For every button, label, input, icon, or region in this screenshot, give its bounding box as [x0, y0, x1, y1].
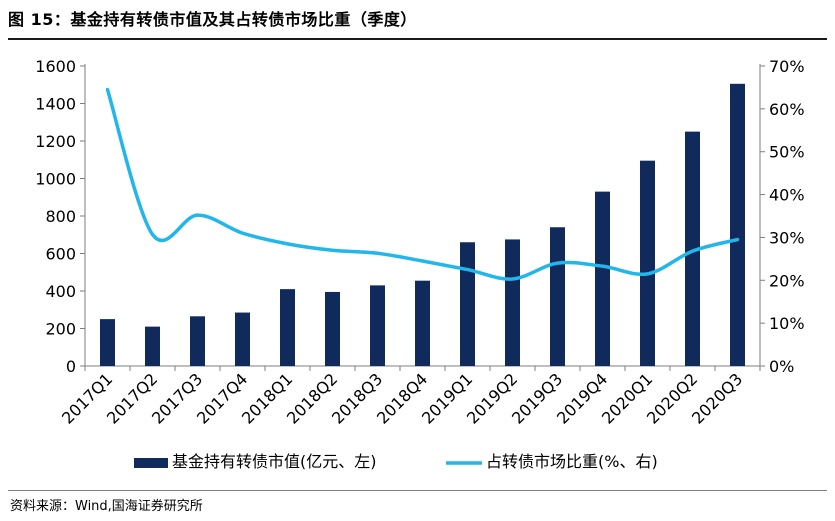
bar: [460, 242, 475, 366]
bar: [370, 285, 385, 366]
y-left-tick-label: 1000: [35, 170, 76, 189]
bar: [325, 291, 340, 366]
title-divider: [8, 38, 827, 40]
chart-title: 图 15：基金持有转债市值及其占转债市场比重（季度）: [8, 10, 417, 29]
share-line: [105, 87, 740, 281]
source-note: 资料来源：Wind,国海证券研究所: [10, 499, 203, 514]
y-left-tick-label: 1400: [35, 95, 76, 114]
y-left-tick-label: 200: [45, 320, 76, 339]
y-right-tick-label: 60%: [769, 100, 805, 119]
source-divider: [8, 490, 827, 491]
y-right-tick-label: 50%: [769, 143, 805, 162]
y-right-tick-label: 70%: [769, 57, 805, 76]
bar: [685, 131, 700, 366]
y-right-tick-label: 30%: [769, 228, 805, 247]
legend-line-label: 占转债市场比重(%、右): [486, 452, 658, 471]
y-left-tick-label: 1600: [35, 57, 76, 76]
legend-bar-swatch: [134, 458, 168, 468]
bar: [190, 316, 205, 366]
y-right-tick-label: 10%: [769, 314, 805, 333]
line-series: [105, 87, 740, 281]
bar: [415, 280, 430, 366]
y-right-tick-label: 0%: [769, 357, 794, 376]
y-left-tick-label: 400: [45, 282, 76, 301]
bar: [730, 83, 745, 366]
y-left-tick-label: 1200: [35, 132, 76, 151]
bar: [595, 191, 610, 366]
bar: [235, 312, 250, 366]
y-right-tick-label: 40%: [769, 186, 805, 205]
x-tick-label: 2020Q3: [688, 369, 746, 427]
bar-series: [100, 83, 745, 366]
bar: [100, 319, 115, 366]
y-left-tick-label: 0: [66, 357, 76, 376]
bar: [505, 239, 520, 366]
bar: [280, 289, 295, 366]
bar: [145, 326, 160, 366]
y-left-tick-label: 600: [45, 245, 76, 264]
legend: 基金持有转债市值(亿元、左) 占转债市场比重(%、右): [134, 452, 658, 471]
legend-bar-label: 基金持有转债市值(亿元、左): [172, 452, 377, 471]
y-left-tick-label: 800: [45, 207, 76, 226]
bar: [640, 160, 655, 366]
bar: [550, 227, 565, 366]
y-right-tick-label: 20%: [769, 271, 805, 290]
